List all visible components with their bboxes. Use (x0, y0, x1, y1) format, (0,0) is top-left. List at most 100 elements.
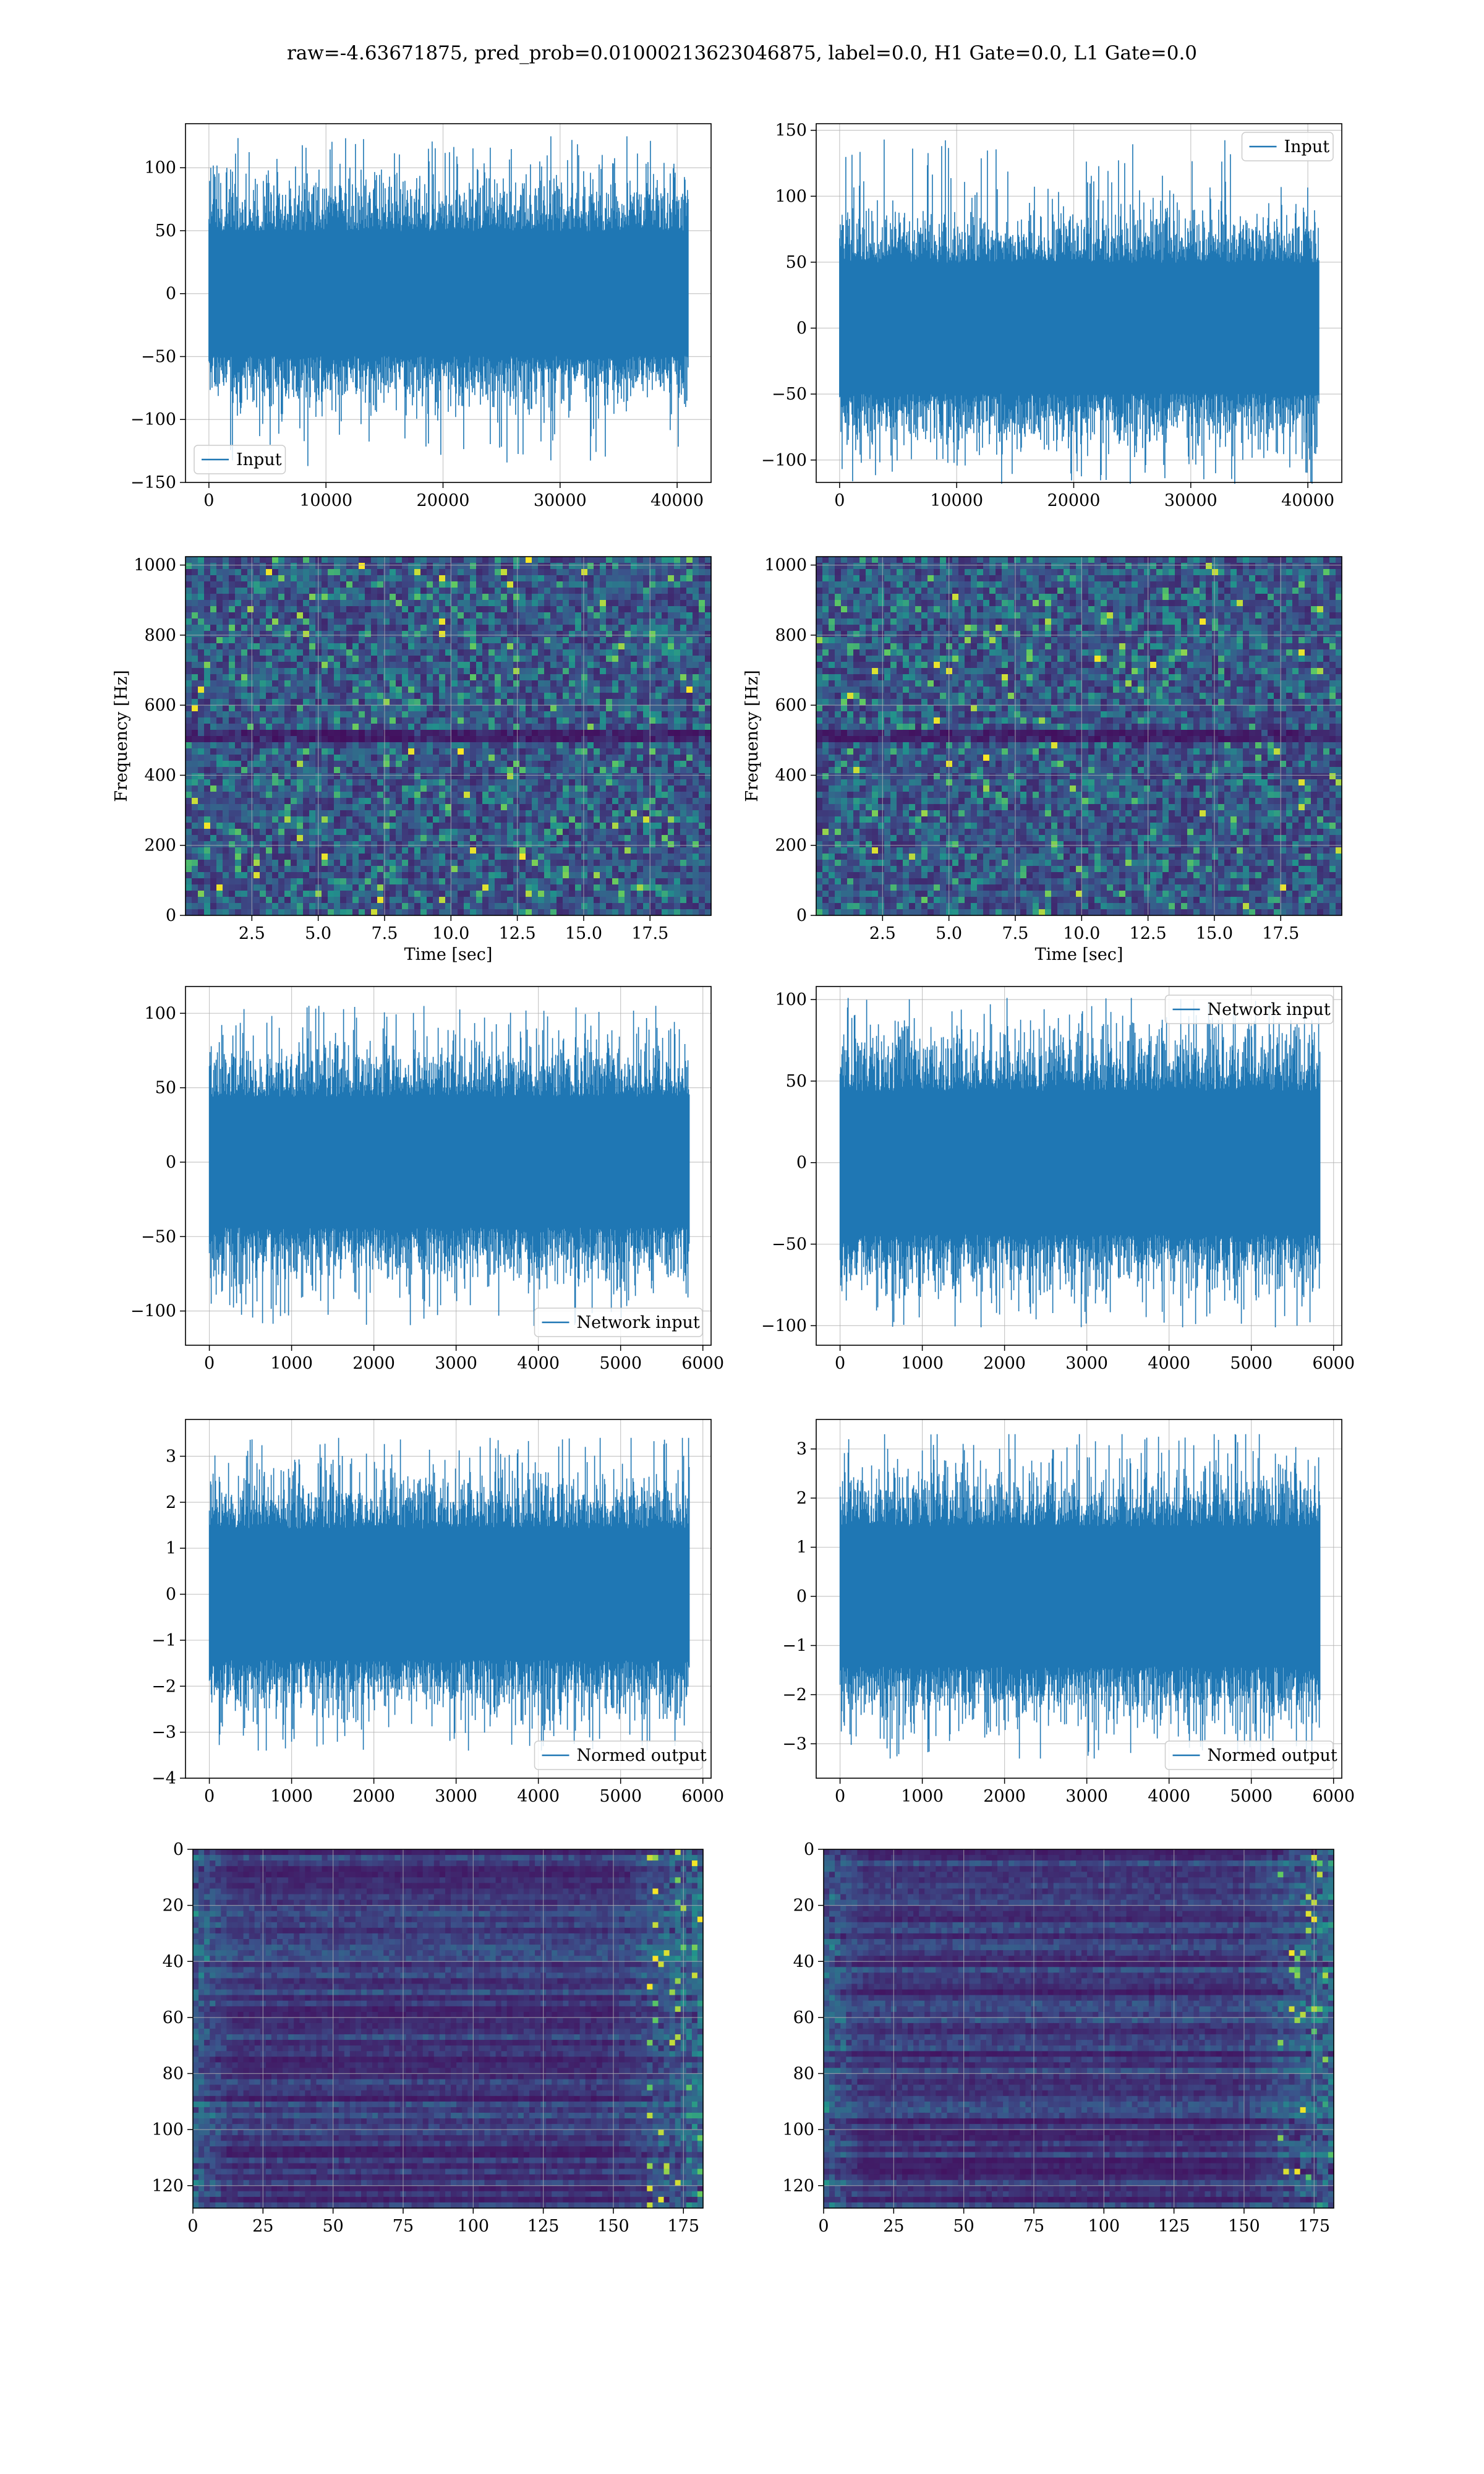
heatmap-cell (439, 847, 446, 854)
heatmap-cell (563, 631, 569, 638)
heatmap-cell (544, 847, 551, 854)
heatmap-cell (210, 829, 217, 836)
heatmap-cell (501, 717, 508, 724)
heatmap-cell (631, 884, 638, 891)
heatmap-cell (705, 643, 712, 650)
heatmap-cell (538, 748, 545, 755)
heatmap-cell (390, 866, 396, 873)
heatmap-cell (686, 847, 693, 854)
heatmap-cell (655, 687, 662, 693)
heatmap-cell (433, 785, 440, 792)
heatmap-cell (668, 662, 675, 669)
heatmap-cell (309, 680, 316, 687)
heatmap-cell (544, 674, 551, 681)
heatmap-cell (612, 804, 619, 811)
heatmap-cell (513, 872, 520, 879)
heatmap-cell (303, 625, 310, 631)
heatmap-cell (402, 612, 409, 619)
heatmap-cell (377, 767, 384, 774)
heatmap-cell (352, 742, 359, 749)
heatmap-cell (297, 612, 304, 619)
heatmap-cell (390, 748, 396, 755)
heatmap-cell (674, 637, 681, 644)
heatmap-cell (334, 637, 341, 644)
heatmap-cell (563, 835, 569, 842)
heatmap-cell (581, 575, 588, 582)
heatmap-cell (328, 643, 335, 650)
heatmap-cell (204, 742, 211, 749)
heatmap-cell (284, 581, 291, 588)
heatmap-cell (198, 767, 205, 774)
heatmap-cell (247, 872, 254, 879)
heatmap-cell (519, 724, 526, 730)
heatmap-cell (699, 705, 706, 712)
heatmap-cell (606, 600, 613, 607)
heatmap-cell (309, 637, 316, 644)
heatmap-cell (346, 897, 353, 904)
heatmap-cell (686, 699, 693, 706)
heatmap-cell (352, 761, 359, 768)
heatmap-cell (390, 631, 396, 638)
heatmap-cell (488, 798, 495, 805)
heatmap-cell (488, 823, 495, 829)
heatmap-cell (402, 606, 409, 613)
heatmap-cell (544, 631, 551, 638)
heatmap-cell (254, 755, 260, 761)
heatmap-cell (513, 569, 520, 576)
heatmap-cell (674, 680, 681, 687)
heatmap-cell (297, 674, 304, 681)
heatmap-cell (526, 872, 532, 879)
heatmap-cell (309, 649, 316, 656)
heatmap-cell (476, 841, 483, 848)
heatmap-cell (334, 773, 341, 780)
heatmap-cell (247, 748, 254, 755)
heatmap-cell (699, 569, 706, 576)
heatmap-cell (625, 767, 631, 774)
heatmap-cell (371, 575, 378, 582)
heatmap-cell (291, 649, 297, 656)
heatmap-cell (192, 755, 198, 761)
heatmap-cell (686, 779, 693, 786)
heatmap-cell (544, 668, 551, 675)
heatmap-cell (241, 884, 248, 891)
heatmap-cell (365, 625, 372, 631)
heatmap-cell (315, 687, 322, 693)
heatmap-cell (241, 594, 248, 601)
heatmap-cell (526, 668, 532, 675)
heatmap-cell (396, 581, 403, 588)
heatmap-cell (600, 631, 607, 638)
heatmap-cell (458, 891, 464, 897)
heatmap-cell (414, 711, 421, 718)
heatmap-cell (247, 699, 254, 706)
heatmap-cell (198, 810, 205, 817)
heatmap-cell (390, 860, 396, 867)
heatmap-cell (680, 656, 687, 662)
heatmap-cell (686, 884, 693, 891)
heatmap-cell (408, 637, 415, 644)
heatmap-cell (587, 649, 594, 656)
heatmap-cell (513, 835, 520, 842)
heatmap-cell (247, 854, 254, 860)
heatmap-cell (334, 693, 341, 700)
heatmap-cell (247, 878, 254, 885)
heatmap-cell (210, 637, 217, 644)
heatmap-cell (334, 761, 341, 768)
heatmap-cell (556, 625, 563, 631)
heatmap-cell (439, 748, 446, 755)
heatmap-cell (186, 557, 192, 563)
heatmap-cell (575, 748, 582, 755)
heatmap-cell (198, 897, 205, 904)
heatmap-cell (254, 903, 260, 910)
heatmap-cell (488, 872, 495, 879)
heatmap-cell (594, 878, 600, 885)
heatmap-cell (686, 736, 693, 743)
heatmap-cell (439, 563, 446, 570)
heatmap-cell (637, 804, 644, 811)
heatmap-cell (519, 563, 526, 570)
heatmap-cell (594, 662, 600, 669)
heatmap-cell (198, 816, 205, 823)
heatmap-cell (408, 810, 415, 817)
heatmap-cell (396, 779, 403, 786)
heatmap-cell (699, 680, 706, 687)
heatmap-cell (216, 594, 223, 601)
